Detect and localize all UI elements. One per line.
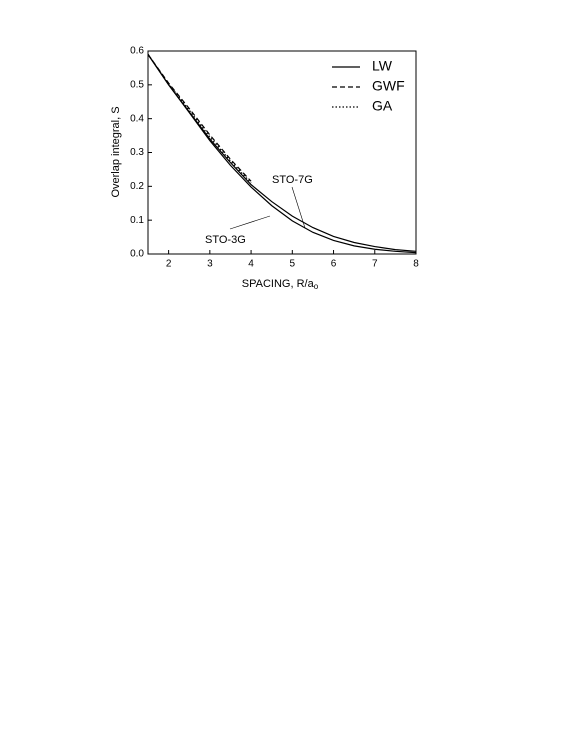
x-axis-label-sub: o [314,282,319,291]
legend-label: LW [372,58,393,74]
x-tick-label: 7 [372,259,378,270]
x-tick-label: 2 [166,259,172,270]
series-line [147,54,252,184]
y-axis-label: Overlap integral, S [110,106,122,197]
x-axis-label: SPACING, R/ao [242,278,319,291]
y-tick-label: 0.2 [130,181,144,192]
x-axis-label-main: SPACING, R/a [242,278,315,290]
x-tick-label: 5 [290,259,296,270]
annotation: STO-7G [272,174,313,186]
annotation-pointer [291,186,306,229]
x-tick-label: 4 [248,259,254,270]
y-tick-label: 0.5 [130,79,144,90]
annotation: STO-3G [205,234,246,246]
y-tick-label: 0.6 [130,46,144,57]
y-tick-label: 0.4 [130,113,144,124]
series-line [147,54,417,254]
legend-label: GA [372,98,393,114]
x-tick-label: 6 [331,259,337,270]
series-line [147,54,252,182]
y-tick-label: 0.3 [130,147,144,158]
annotation-pointer [229,215,271,230]
x-tick-label: 3 [207,259,213,270]
y-tick-label: 0.0 [130,249,144,260]
x-tick-label: 8 [413,259,419,270]
legend-label: GWF [372,78,405,94]
y-tick-label: 0.1 [130,215,144,226]
